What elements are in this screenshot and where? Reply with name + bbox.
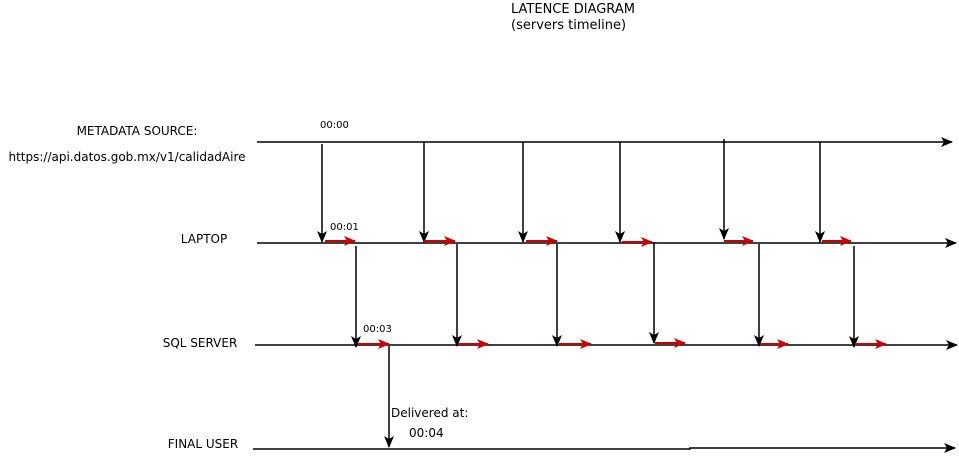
lane-label-final-user: FINAL USER xyxy=(168,437,238,451)
timestamp-laptop: 00:01 xyxy=(330,222,359,233)
lane-label-metadata-source: METADATA SOURCE: xyxy=(77,124,198,138)
lane-label-metadata-url: https://api.datos.gob.mx/v1/calidadAire xyxy=(8,150,245,164)
timeline-final-user xyxy=(253,443,956,453)
delivered-at-time: 00:04 xyxy=(409,426,444,440)
timestamp-metadata: 00:00 xyxy=(320,120,349,131)
diagram-title-line1: LATENCE DIAGRAM xyxy=(511,2,635,17)
delivered-at-label: Delivered at: xyxy=(391,406,468,420)
diagram-title-line2: (servers timeline) xyxy=(511,18,626,33)
lane-label-laptop: LAPTOP xyxy=(181,232,227,246)
timestamp-sql: 00:03 xyxy=(363,324,392,335)
lane-label-sql-server: SQL SERVER xyxy=(163,336,238,350)
